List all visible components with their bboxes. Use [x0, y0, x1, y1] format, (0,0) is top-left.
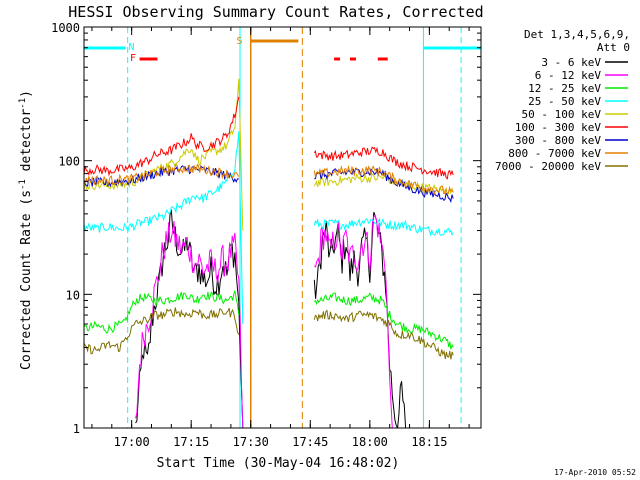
- series-7: [84, 163, 454, 196]
- legend-label-1: 6 - 12 keV: [535, 69, 602, 82]
- legend-label-0: 3 - 6 keV: [541, 56, 601, 69]
- y-axis-label-sup2: -1: [18, 98, 28, 109]
- x-tick-label-1: 17:15: [173, 435, 209, 449]
- y-tick-label-2: 100: [58, 155, 80, 169]
- y-tick-label-0: 1: [73, 422, 80, 436]
- series-3-line-0: [84, 131, 244, 325]
- series-2-line-0: [84, 290, 240, 334]
- footer-timestamp: 17-Apr-2010 05:52: [554, 468, 636, 477]
- y-axis-label-main: Corrected Count Rate (s: [19, 190, 34, 370]
- x-tick-label-4: 18:00: [352, 435, 388, 449]
- series-3: [84, 131, 454, 325]
- series-5-line-0: [84, 96, 240, 177]
- x-tick-label-3: 17:45: [292, 435, 328, 449]
- legend-header-line1: Det 1,3,4,5,6,9,: [524, 28, 630, 41]
- legend-label-8: 7000 - 20000 keV: [495, 160, 601, 173]
- legend-label-4: 50 - 100 keV: [522, 108, 602, 121]
- series-3-line-1: [313, 217, 454, 237]
- series-5: [84, 96, 454, 180]
- y-axis-label: Corrected Count Rate (s-1 detector-1): [18, 90, 34, 370]
- plot-area: NF S 1 10 100 1000 17:00 17:15 17:30 17:45 18:00 18…: [51, 21, 482, 449]
- saa-label: S: [236, 36, 242, 47]
- legend-label-3: 25 - 50 keV: [528, 95, 601, 108]
- series-7-line-1: [313, 164, 454, 196]
- annotations: NF S: [84, 27, 481, 428]
- series-2-line-1: [313, 292, 454, 350]
- series-2: [84, 290, 454, 350]
- series-8-line-0: [84, 307, 240, 355]
- legend-label-2: 12 - 25 keV: [528, 82, 601, 95]
- chart-title: HESSI Observing Summary Count Rates, Cor…: [68, 3, 483, 21]
- series-0-line-1: [313, 211, 407, 428]
- series-1-line-0: [135, 220, 244, 428]
- x-axis-label: Start Time (30-May-04 16:48:02): [157, 456, 400, 471]
- series-5-line-1: [313, 146, 454, 180]
- series-8-line-1: [313, 309, 454, 360]
- flare-label: F: [130, 53, 136, 64]
- night-label: N: [128, 42, 134, 53]
- x-tick-label-0: 17:00: [114, 435, 150, 449]
- series-8: [84, 307, 454, 360]
- series-7-line-0: [84, 163, 240, 186]
- svg-text:Corrected Count Rate (s-1 dete: Corrected Count Rate (s-1 detector-1): [18, 90, 34, 370]
- y-tick-label-1: 10: [66, 288, 80, 302]
- series-4-line-0: [84, 78, 244, 231]
- y-axis-label-end: ): [19, 90, 34, 98]
- x-tick-label-5: 18:15: [411, 435, 447, 449]
- legend-label-6: 300 - 800 keV: [515, 134, 601, 147]
- y-tick-label-3: 1000: [51, 21, 80, 35]
- legend-header-line2: Att 0: [597, 41, 630, 54]
- legend-label-7: 800 - 7000 keV: [508, 147, 601, 160]
- y-axis-label-sup1: -1: [18, 179, 28, 190]
- x-tick-label-2: 17:30: [233, 435, 269, 449]
- series-4-line-1: [313, 172, 454, 196]
- series-1-line-1: [313, 214, 394, 428]
- plot-frame: [83, 26, 482, 429]
- y-axis-label-mid: detector: [19, 109, 34, 180]
- series-1: [135, 214, 394, 428]
- legend-label-5: 100 - 300 keV: [515, 121, 601, 134]
- series-4: [84, 78, 454, 231]
